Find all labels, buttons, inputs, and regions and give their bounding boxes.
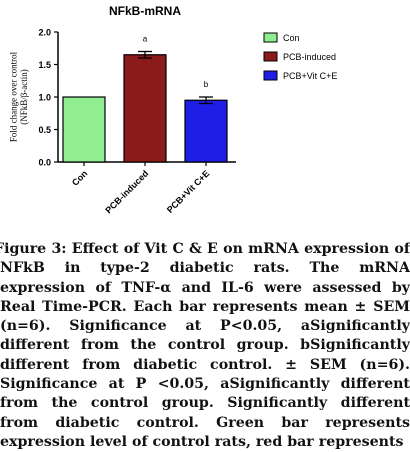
significance-label: a xyxy=(143,35,148,44)
bar-1 xyxy=(62,96,106,163)
x-tick-label: PCB+Vit C+E xyxy=(165,168,212,215)
y-tick-label: 0.5 xyxy=(38,125,51,135)
x-tick-label: PCB-induced xyxy=(103,168,150,215)
significance-label: b xyxy=(204,80,209,89)
y-axis-label: Fold change over control(NFkB/β-actin) xyxy=(8,51,28,142)
legend-swatch xyxy=(263,70,278,81)
legend-label: PCB-induced xyxy=(283,52,336,62)
y-tick-label: 0.0 xyxy=(38,158,51,168)
chart-legend: Con PCB-induced PCB+Vit C+E xyxy=(263,32,337,81)
legend-label: Con xyxy=(283,33,300,43)
legend-swatch xyxy=(263,51,278,62)
plot-area: 0.0 0.5 1.0 1.5 2.0 Fold change over control(… xyxy=(8,28,236,215)
bar-3 xyxy=(184,99,228,163)
legend-swatch xyxy=(263,32,278,43)
bar-2 xyxy=(123,54,167,163)
y-tick-label: 2.0 xyxy=(38,28,51,38)
figure-caption: Figure 3: Effect of Vit C & E on mRNA ex… xyxy=(0,241,410,450)
chart-title: NFkB-mRNA xyxy=(109,4,181,18)
x-tick-label: Con xyxy=(70,168,89,187)
legend-label: PCB+Vit C+E xyxy=(283,71,337,81)
y-tick-label: 1.0 xyxy=(38,93,51,103)
nfkb-bar-chart: NFkB-mRNA 0.0 0.5 1.0 1.5 2.0 Fold change ove… xyxy=(8,4,337,215)
y-tick-label: 1.5 xyxy=(38,60,51,70)
